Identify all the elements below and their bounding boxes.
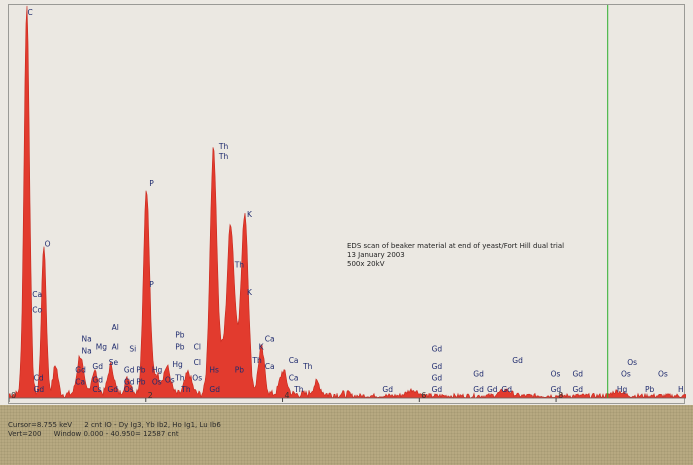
element-label: Se: [109, 358, 119, 367]
element-label: Cd: [34, 374, 44, 383]
element-label: Os: [621, 370, 631, 379]
status-readout: Cursor=8.755 keV 2 cnt IO - Dy Ig3, Yb I…: [8, 421, 231, 439]
element-label: Pb: [235, 366, 245, 375]
element-label: Os: [192, 374, 202, 383]
element-label: Hg: [617, 385, 628, 394]
element-label: Na: [82, 346, 92, 355]
element-label: P: [149, 280, 154, 289]
element-label: Pb: [175, 331, 185, 340]
element-label: Os: [551, 370, 561, 379]
element-label: Th: [251, 356, 262, 365]
element-label: Gd: [92, 362, 103, 371]
element-label: Ca: [289, 356, 299, 365]
element-label: Pb: [645, 385, 655, 394]
element-label: Cl: [194, 358, 201, 367]
element-label: Gd: [573, 370, 584, 379]
element-label: H: [678, 385, 684, 394]
element-label: Th: [218, 142, 229, 151]
element-label: Th: [218, 152, 229, 161]
element-label: Hg: [172, 360, 183, 369]
spectrum-series: [9, 5, 686, 399]
element-label: Gd: [551, 385, 562, 394]
x-tick-label: 6: [421, 391, 426, 400]
x-tick-label: 4: [285, 391, 290, 400]
x-tick-label: 2: [148, 391, 153, 400]
spectrum-plot-area: 0 2 4 6 8 C O Ca Co Cd Gd Na Na Gd Ca Mg Gd Gd Cs Al Al Se Si G…: [8, 4, 686, 404]
annotation-line-2: 13 January 2003: [347, 251, 405, 259]
element-label: C: [28, 8, 33, 17]
element-label: Gd: [501, 385, 512, 394]
status-bar: Cursor=8.755 keV 2 cnt IO - Dy Ig3, Yb I…: [0, 405, 693, 465]
element-label: Gd: [512, 356, 523, 365]
element-label: Al: [112, 323, 119, 332]
element-label: Gd: [75, 366, 86, 375]
element-label: Th: [234, 261, 245, 270]
element-label: K: [259, 342, 265, 351]
element-label: Ca: [289, 374, 299, 383]
element-label: P: [149, 179, 154, 188]
element-label: Ca: [32, 290, 42, 299]
element-label: Ca: [265, 335, 275, 344]
element-label: Os: [165, 375, 175, 384]
element-label: Gd: [432, 374, 443, 383]
element-label: Os: [627, 358, 637, 367]
count-readout: 2 cnt IO - Dy Ig3, Yb Ib2, Ho Ig1, Lu Ib…: [84, 421, 221, 429]
element-label: Os: [152, 377, 162, 386]
cursor-readout: Cursor=8.755 keV: [8, 421, 73, 429]
element-label: Pb: [175, 342, 185, 351]
element-label: Na: [82, 335, 92, 344]
element-label: Gd: [487, 385, 498, 394]
annotation-line-1: EDS scan of beaker material at end of ye…: [347, 242, 565, 250]
window-readout: Window 0.000 - 40.950= 12587 cnt: [53, 430, 179, 438]
element-label: Gd: [124, 366, 135, 375]
x-tick-label: 0: [11, 391, 16, 400]
element-label: Gd: [432, 362, 443, 371]
element-label: Si: [129, 344, 136, 353]
element-label: Pb: [136, 366, 146, 375]
element-label: O: [45, 239, 51, 248]
element-label: Th: [180, 385, 191, 394]
element-label: Gd: [108, 385, 119, 394]
element-label: K: [247, 210, 253, 219]
element-label: Gd: [92, 375, 103, 384]
annotation-line-3: 500x 20kV: [347, 260, 385, 268]
element-label: Gd: [432, 385, 443, 394]
element-label: Gd: [432, 344, 443, 353]
element-label: Gd: [473, 370, 484, 379]
element-label: Gd: [209, 385, 220, 394]
element-label: Gd: [473, 385, 484, 394]
element-label: Cs: [92, 385, 101, 394]
element-label: Co: [32, 305, 42, 314]
element-label: Hg: [152, 366, 163, 375]
element-label: Th: [174, 374, 185, 383]
element-label: Os: [124, 385, 134, 394]
element-label: Th: [302, 362, 313, 371]
element-label: Ca: [265, 362, 275, 371]
element-label: Gd: [34, 385, 45, 394]
element-label: Gd: [382, 385, 393, 394]
x-tick-label: 8: [558, 391, 563, 400]
element-label: Cl: [194, 342, 201, 351]
element-label: Pb: [136, 377, 146, 386]
element-label: K: [247, 288, 253, 297]
element-label: Gd: [124, 377, 135, 386]
element-label: Hs: [209, 366, 219, 375]
spectrum-chart: 0 2 4 6 8COCaCoCdGdNaNaGdCaMgGdGdCsAlAlSeSiG…: [9, 5, 686, 402]
vertical-scale-readout: Vert=200: [8, 430, 42, 438]
element-label: Ca: [75, 377, 85, 386]
element-label: Al: [112, 342, 119, 351]
element-label: Th: [293, 385, 304, 394]
element-label: Os: [658, 370, 668, 379]
element-label: Mg: [96, 342, 107, 351]
element-label: Gd: [573, 385, 584, 394]
scan-annotation: EDS scan of beaker material at end of ye…: [347, 242, 677, 269]
